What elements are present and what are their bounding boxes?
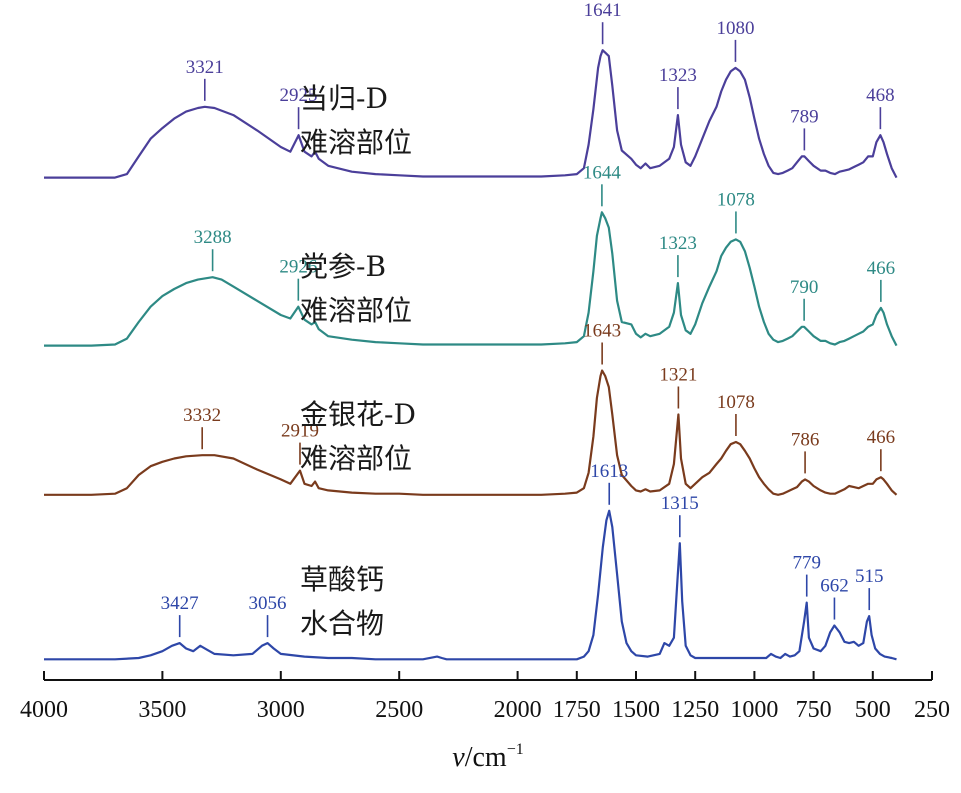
peak-label: 786 bbox=[791, 429, 820, 450]
peak-label: 3288 bbox=[194, 227, 232, 248]
peak-label: 1315 bbox=[661, 493, 699, 514]
peak-label: 1321 bbox=[659, 365, 697, 386]
peak-label: 789 bbox=[790, 106, 819, 127]
sample-label: 金银花-D bbox=[300, 398, 416, 431]
peak-label: 2925 bbox=[280, 85, 318, 106]
peak-label: 2919 bbox=[281, 421, 319, 442]
x-axis-ticks: 4000 3500 3000 2500 2000 1750 1500 1250 1000 750 5… bbox=[20, 671, 950, 723]
peak-label: 3427 bbox=[161, 593, 199, 614]
peak-label: 3321 bbox=[186, 57, 224, 78]
x-tick-label: 1000 bbox=[730, 697, 778, 723]
peak-label: 662 bbox=[820, 576, 849, 597]
x-axis-title-symbol: v bbox=[452, 742, 465, 773]
peak-label: 466 bbox=[867, 258, 896, 279]
x-axis-title-exponent: −1 bbox=[507, 741, 524, 758]
x-tick-label: 3000 bbox=[257, 697, 305, 723]
peak-label: 1323 bbox=[659, 65, 697, 86]
peak-label: 1644 bbox=[583, 162, 622, 183]
sample-label: 草酸钙 bbox=[300, 563, 384, 596]
peak-label: 1643 bbox=[583, 321, 621, 342]
x-axis-title: v/cm−1 bbox=[452, 741, 523, 773]
peak-label: 1323 bbox=[659, 233, 697, 254]
peak-label: 790 bbox=[790, 277, 819, 298]
spectrum-line bbox=[44, 211, 898, 347]
spectrum-series: 3321 2925 1641 1323 1080 789 468 当归-D 难溶部位 bbox=[44, 0, 898, 179]
spectrum-series: 3332 2919 1643 1321 1078 786 466 金银花-D 难溶部位 bbox=[44, 321, 898, 496]
spectrum-series: 3288 2926 1644 1323 1078 790 466 党参-B 难溶部位 bbox=[44, 162, 898, 347]
sample-label: 党参-B bbox=[300, 250, 386, 283]
sample-label: 难溶部位 bbox=[300, 294, 412, 327]
x-tick-label: 1250 bbox=[671, 697, 719, 723]
peak-label: 1641 bbox=[584, 0, 622, 21]
peak-label: 1613 bbox=[590, 461, 628, 482]
peak-label: 779 bbox=[792, 553, 821, 574]
peak-label: 515 bbox=[855, 566, 884, 587]
spectrum-line bbox=[44, 369, 898, 496]
x-axis-title-unit: /cm bbox=[465, 742, 507, 773]
sample-label: 水合物 bbox=[300, 607, 384, 640]
x-tick-label: 1750 bbox=[553, 697, 601, 723]
peak-label: 468 bbox=[866, 85, 895, 106]
x-tick-label: 750 bbox=[796, 697, 832, 723]
x-tick-label: 500 bbox=[855, 697, 891, 723]
peak-label: 1078 bbox=[717, 189, 755, 210]
x-axis: 4000 3500 3000 2500 2000 1750 1500 1250 1000 750 5… bbox=[20, 671, 950, 723]
peak-label: 2926 bbox=[279, 257, 317, 278]
x-tick-label: 2000 bbox=[494, 697, 542, 723]
x-tick-label: 1500 bbox=[612, 697, 660, 723]
x-tick-label: 250 bbox=[914, 697, 950, 723]
sample-label: 难溶部位 bbox=[300, 126, 412, 159]
peak-label: 1078 bbox=[717, 392, 755, 413]
peak-label: 3332 bbox=[183, 405, 221, 426]
spectrum-line bbox=[44, 49, 898, 179]
x-tick-label: 2500 bbox=[375, 697, 423, 723]
x-tick-label: 4000 bbox=[20, 697, 68, 723]
x-tick-label: 3500 bbox=[138, 697, 186, 723]
sample-label: 当归-D bbox=[300, 82, 388, 115]
spectrum-line bbox=[44, 509, 897, 661]
peak-label: 1080 bbox=[716, 18, 754, 39]
peak-label: 3056 bbox=[249, 593, 287, 614]
plot-area: 3321 2925 1641 1323 1080 789 468 当归-D 难溶部位 3288 29… bbox=[44, 0, 898, 661]
sample-label: 难溶部位 bbox=[300, 442, 412, 475]
peak-label: 466 bbox=[867, 427, 896, 448]
